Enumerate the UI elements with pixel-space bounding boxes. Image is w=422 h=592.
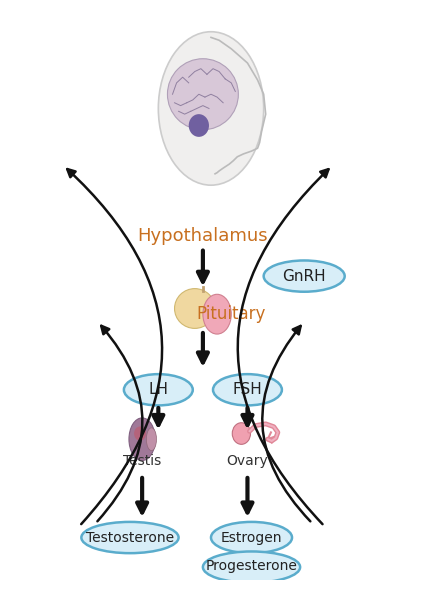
Ellipse shape (211, 522, 292, 553)
Ellipse shape (146, 428, 157, 451)
Ellipse shape (124, 374, 193, 406)
Text: Testosterone: Testosterone (86, 530, 174, 545)
Ellipse shape (158, 32, 264, 185)
FancyArrowPatch shape (262, 326, 310, 522)
Ellipse shape (189, 114, 209, 137)
Text: Testis: Testis (123, 454, 161, 468)
Text: Progesterone: Progesterone (206, 559, 298, 573)
FancyArrowPatch shape (67, 169, 162, 524)
Text: Pituitary: Pituitary (197, 305, 266, 323)
Ellipse shape (81, 522, 179, 553)
Text: Hypothalamus: Hypothalamus (138, 227, 268, 245)
FancyArrowPatch shape (238, 169, 328, 524)
Ellipse shape (129, 418, 155, 461)
Ellipse shape (264, 260, 345, 292)
Ellipse shape (213, 374, 282, 406)
Text: FSH: FSH (233, 382, 262, 397)
Ellipse shape (232, 423, 251, 445)
Text: GnRH: GnRH (282, 269, 326, 284)
Ellipse shape (203, 294, 231, 334)
Ellipse shape (168, 59, 238, 130)
Text: LH: LH (149, 382, 168, 397)
Ellipse shape (175, 289, 215, 329)
FancyArrowPatch shape (97, 326, 143, 522)
Polygon shape (191, 165, 231, 174)
Ellipse shape (134, 426, 146, 440)
Text: Ovary: Ovary (227, 454, 268, 468)
Text: Estrogen: Estrogen (221, 530, 282, 545)
Ellipse shape (203, 552, 300, 583)
